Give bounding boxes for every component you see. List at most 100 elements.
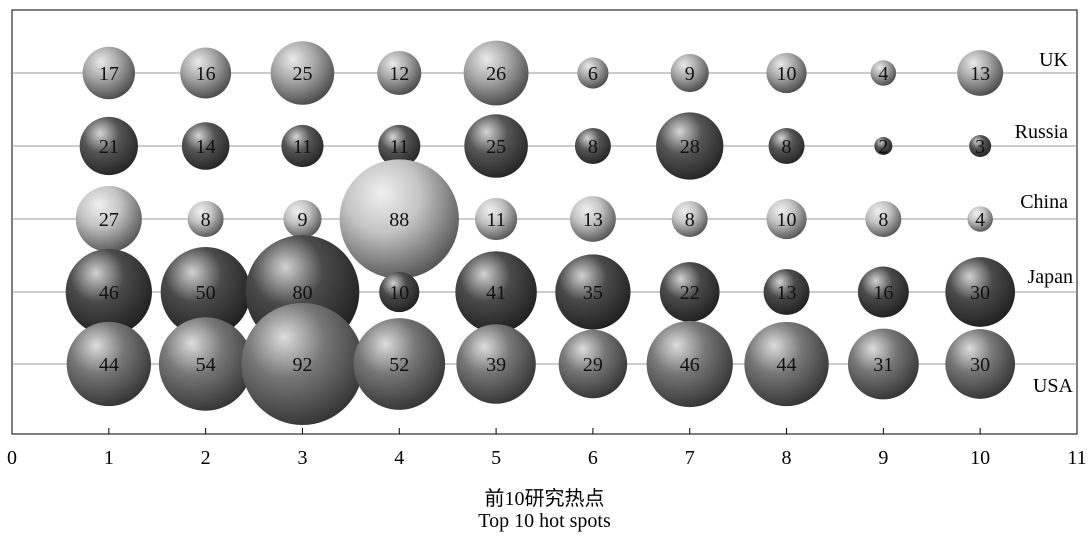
series-label-china: China [1020, 191, 1068, 213]
bubble-russia-2 [181, 122, 230, 170]
bubble-label-uk-6: 6 [588, 63, 598, 85]
x-tick-label-9: 9 [878, 447, 888, 469]
bubble-label-china-3: 9 [297, 209, 307, 231]
bubble-russia-9 [874, 137, 893, 155]
bubble-label-usa-9: 31 [873, 354, 893, 376]
series-label-uk: UK [1039, 49, 1068, 71]
bubble-label-uk-8: 10 [777, 63, 797, 85]
bubble-russia-1 [79, 116, 138, 176]
bubble-uk-9 [870, 60, 897, 86]
bubble-usa-2 [158, 317, 253, 411]
bubble-china-10 [967, 206, 993, 232]
bubble-label-usa-4: 52 [389, 354, 409, 376]
bubble-label-russia-6: 8 [588, 136, 598, 158]
bubble-label-usa-6: 29 [583, 354, 603, 376]
bubble-uk-3 [270, 41, 335, 105]
bubble-label-japan-5: 41 [486, 282, 506, 304]
bubble-japan-5 [455, 251, 537, 333]
bubble-china-2 [187, 201, 224, 237]
bubble-russia-4 [378, 124, 421, 168]
bubble-usa-5 [456, 324, 536, 404]
bubble-russia-8 [768, 128, 805, 164]
bubble-uk-6 [577, 57, 609, 89]
bubble-label-uk-5: 26 [486, 63, 506, 85]
x-tick-label-3: 3 [297, 447, 307, 469]
bubble-label-china-8: 10 [777, 209, 797, 231]
bubble-japan-7 [659, 262, 720, 322]
bubble-russia-5 [464, 114, 528, 178]
bubble-label-china-5: 11 [486, 209, 505, 231]
bubble-usa-1 [66, 321, 152, 407]
bubble-label-china-6: 13 [583, 209, 603, 231]
x-tick-label-6: 6 [588, 447, 598, 469]
bubble-china-8 [766, 198, 807, 240]
bubble-label-china-9: 8 [878, 209, 888, 231]
bubble-china-4 [339, 159, 459, 279]
bubble-usa-4 [353, 318, 446, 410]
x-tick-label-5: 5 [491, 447, 501, 469]
x-axis-title-en: Top 10 hot spots [478, 510, 611, 532]
bubble-label-japan-2: 50 [196, 282, 216, 304]
x-tick-label-1: 1 [104, 447, 114, 469]
bubble-japan-2 [160, 247, 251, 337]
bubble-usa-7 [646, 320, 733, 408]
bubble-label-uk-9: 4 [878, 63, 888, 85]
bubble-china-3 [283, 199, 322, 239]
bubble-label-japan-8: 13 [777, 282, 797, 304]
bubble-usa-6 [558, 329, 628, 399]
bubble-china-6 [569, 196, 616, 242]
bubble-label-japan-4: 10 [389, 282, 409, 304]
bubble-label-uk-1: 17 [99, 63, 119, 85]
bubble-label-russia-7: 28 [680, 136, 700, 158]
x-tick-label-10: 10 [970, 447, 990, 469]
x-axis-title-cn: 前10研究热点 [484, 488, 605, 510]
bubble-label-russia-4: 11 [390, 136, 409, 158]
x-tick-label-11: 11 [1067, 447, 1086, 469]
bubble-russia-3 [281, 124, 324, 168]
bubble-russia-10 [969, 134, 992, 158]
bubble-label-russia-9: 2 [878, 136, 888, 158]
bubble-label-russia-10: 3 [975, 136, 985, 158]
bubble-japan-10 [945, 257, 1016, 327]
bubble-japan-1 [65, 248, 152, 336]
bubble-label-russia-2: 14 [196, 136, 216, 158]
bubble-uk-2 [180, 47, 232, 99]
plot-frame [11, 9, 1078, 435]
bubble-china-5 [474, 197, 518, 241]
bubble-label-russia-8: 8 [782, 136, 792, 158]
bubble-uk-1 [82, 46, 136, 100]
bubble-uk-7 [670, 53, 709, 93]
bubble-japan-9 [857, 266, 909, 318]
bubble-label-usa-8: 44 [777, 354, 797, 376]
bubble-label-russia-5: 25 [486, 136, 506, 158]
series-label-japan: Japan [1027, 266, 1073, 288]
x-tick-label-7: 7 [685, 447, 695, 469]
bubble-uk-4 [377, 50, 422, 96]
bubble-label-usa-5: 39 [486, 354, 506, 376]
bubble-label-china-7: 8 [685, 209, 695, 231]
bubble-label-japan-7: 22 [680, 282, 700, 304]
bubble-label-usa-7: 46 [680, 354, 700, 376]
bubble-label-japan-6: 35 [583, 282, 603, 304]
bubble-uk-8 [766, 52, 807, 94]
bubble-label-china-4: 88 [389, 209, 409, 231]
bubble-label-uk-3: 25 [292, 63, 312, 85]
bubble-japan-4 [379, 271, 420, 313]
bubble-japan-8 [763, 269, 810, 315]
bubble-japan-6 [555, 254, 631, 330]
bubble-label-uk-7: 9 [685, 63, 695, 85]
bubble-label-russia-3: 11 [293, 136, 312, 158]
bubble-china-9 [865, 201, 902, 237]
bubble-label-japan-3: 80 [292, 282, 312, 304]
bubble-label-china-10: 4 [975, 209, 985, 231]
bubble-uk-5 [463, 40, 529, 106]
x-tick-label-4: 4 [394, 447, 404, 469]
series-label-usa: USA [1033, 375, 1074, 397]
series-label-russia: Russia [1015, 121, 1068, 143]
bubble-usa-3 [241, 303, 364, 425]
bubble-uk-10 [957, 50, 1004, 96]
bubble-china-1 [75, 185, 142, 253]
bubble-russia-7 [656, 112, 724, 180]
bubble-label-china-2: 8 [201, 209, 211, 231]
